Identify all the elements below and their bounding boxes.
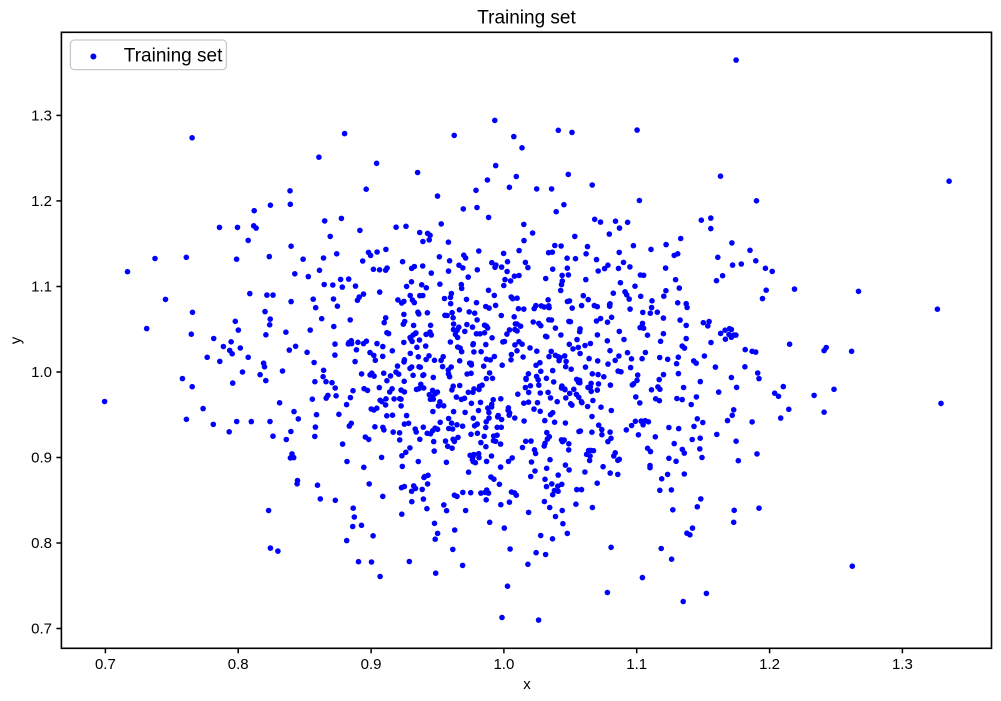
- svg-text:1.3: 1.3: [892, 656, 913, 673]
- svg-text:1.0: 1.0: [493, 656, 514, 673]
- svg-text:0.7: 0.7: [31, 621, 52, 638]
- svg-text:0.8: 0.8: [31, 535, 52, 552]
- svg-text:1.1: 1.1: [626, 656, 647, 673]
- svg-text:0.7: 0.7: [95, 656, 116, 673]
- svg-text:1.2: 1.2: [31, 193, 52, 210]
- svg-text:1.0: 1.0: [31, 364, 52, 381]
- svg-text:1.1: 1.1: [31, 279, 52, 296]
- svg-text:Training set: Training set: [477, 8, 576, 29]
- svg-text:1.2: 1.2: [759, 656, 780, 673]
- svg-text:Training set: Training set: [124, 45, 223, 66]
- svg-text:1.3: 1.3: [31, 107, 52, 124]
- svg-text:0.8: 0.8: [228, 656, 249, 673]
- svg-text:y: y: [7, 336, 24, 344]
- svg-text:0.9: 0.9: [31, 450, 52, 467]
- svg-text:x: x: [523, 676, 531, 693]
- svg-text:0.9: 0.9: [361, 656, 382, 673]
